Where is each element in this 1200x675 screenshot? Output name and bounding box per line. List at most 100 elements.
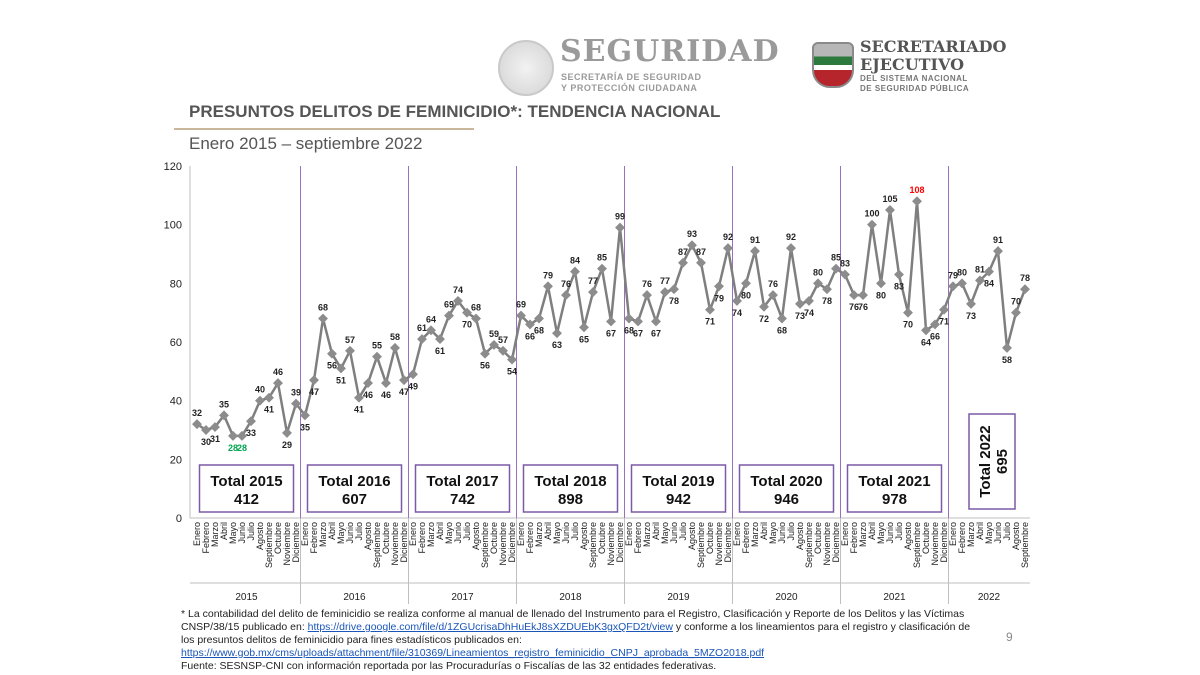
yearly-total-label: Total 2019 <box>642 473 714 490</box>
data-label: 61 <box>435 346 445 356</box>
data-point-marker <box>471 313 481 324</box>
x-tick-label-month: Septiembre <box>264 522 274 568</box>
data-label: 80 <box>876 290 886 300</box>
data-label: 92 <box>723 232 733 242</box>
data-label: 108 <box>909 185 924 195</box>
data-label: 91 <box>993 235 1003 245</box>
data-point-marker <box>570 266 580 277</box>
data-point-marker <box>489 339 499 350</box>
yearly-total-value: 978 <box>882 491 907 508</box>
x-tick-label-month: Marzo <box>858 522 868 547</box>
data-point-marker <box>435 334 445 345</box>
data-label: 83 <box>840 259 850 269</box>
data-label: 79 <box>543 270 553 280</box>
x-tick-label-month: Febrero <box>849 522 859 554</box>
data-point-marker <box>678 257 688 268</box>
yearly-total-box <box>198 464 295 513</box>
data-label: 64 <box>921 337 931 347</box>
data-point-marker <box>372 351 382 362</box>
x-tick-label-month: Mayo <box>552 522 562 544</box>
x-tick-label-month: Noviembre <box>606 522 616 566</box>
data-label: 46 <box>381 390 391 400</box>
yearly-total-box <box>738 464 835 513</box>
data-label: 32 <box>192 408 202 418</box>
data-point-marker <box>642 290 652 301</box>
footnote-text-1: * La contabilidad del delito de feminici… <box>181 608 965 633</box>
data-point-marker <box>606 316 616 327</box>
x-tick-label-month: Febrero <box>201 522 211 554</box>
data-label: 67 <box>633 328 643 338</box>
x-tick-label-month: Marzo <box>318 522 328 547</box>
data-label: 28 <box>237 443 247 453</box>
data-point-marker <box>975 275 985 286</box>
x-tick-label-month: Mayo <box>984 522 994 544</box>
x-tick-label-month: Octubre <box>381 522 391 554</box>
yearly-total-box <box>414 464 511 513</box>
x-tick-label-month: Noviembre <box>390 522 400 566</box>
y-tick-label: 80 <box>170 278 182 290</box>
x-tick-label-month: Junio <box>777 522 787 544</box>
x-tick-label-month: Septiembre <box>1020 522 1030 568</box>
data-point-marker <box>453 295 463 306</box>
yearly-total-label: Total 2020 <box>750 473 822 490</box>
data-label: 47 <box>309 387 319 397</box>
data-label: 80 <box>957 267 967 277</box>
footnote-link-gob[interactable]: https://www.gob.mx/cms/uploads/attachmen… <box>181 647 765 659</box>
data-point-marker <box>192 419 202 430</box>
data-label: 83 <box>894 282 904 292</box>
x-tick-label-month: Abril <box>759 522 769 540</box>
data-label: 79 <box>948 270 958 280</box>
data-point-marker <box>579 322 589 333</box>
data-point-marker <box>633 316 643 327</box>
data-point-marker <box>858 290 868 301</box>
x-tick-label-month: Noviembre <box>498 522 508 566</box>
x-tick-label-year: 2017 <box>451 592 474 603</box>
data-label: 70 <box>462 320 472 330</box>
x-tick-label-month: Octubre <box>813 522 823 554</box>
footnote-link-drive[interactable]: https://drive.google.com/file/d/1ZGUcris… <box>307 621 673 633</box>
yearly-total-label: Total 2015 <box>210 473 282 490</box>
footnote: * La contabilidad del delito de feminici… <box>181 608 971 673</box>
x-tick-label-month: Febrero <box>741 522 751 554</box>
data-label: 46 <box>363 390 373 400</box>
x-tick-label-month: Enero <box>948 522 958 546</box>
x-tick-label-month: Enero <box>624 522 634 546</box>
footnote-source: Fuente: SESNSP-CNI con información repor… <box>181 660 717 672</box>
data-point-marker <box>930 319 940 330</box>
data-label: 57 <box>345 335 355 345</box>
data-point-marker <box>903 307 913 318</box>
seguridad-logo-title: SEGURIDAD <box>560 34 780 69</box>
data-point-marker <box>669 284 679 295</box>
data-point-marker <box>750 246 760 257</box>
x-tick-label-month: Diciembre <box>291 522 301 563</box>
secretariado-sub-line-2: DE SEGURIDAD PÚBLICA <box>860 84 970 93</box>
x-tick-label-month: Febrero <box>417 522 427 554</box>
data-label: 87 <box>696 247 706 257</box>
x-tick-label-month: Febrero <box>309 522 319 554</box>
data-label: 40 <box>255 385 265 395</box>
x-tick-label-month: Marzo <box>966 522 976 547</box>
data-label: 73 <box>795 311 805 321</box>
data-label: 54 <box>507 367 517 377</box>
data-label: 35 <box>300 422 310 432</box>
data-label: 78 <box>669 296 679 306</box>
x-tick-label-month: Octubre <box>597 522 607 554</box>
data-label: 76 <box>642 279 652 289</box>
data-label: 41 <box>354 405 364 415</box>
data-point-marker <box>993 246 1003 257</box>
data-label: 68 <box>777 326 787 336</box>
data-label: 69 <box>444 300 454 310</box>
x-tick-label-month: Diciembre <box>507 522 517 563</box>
x-tick-label-month: Mayo <box>444 522 454 544</box>
data-label: 81 <box>975 264 985 274</box>
yearly-total-box <box>522 464 619 513</box>
data-point-marker <box>525 319 535 330</box>
secretariado-sub-line-1: DEL SISTEMA NACIONAL <box>860 74 968 83</box>
mexico-coat-of-arms-logo <box>498 40 554 96</box>
data-label: 28 <box>228 443 238 453</box>
yearly-total-box <box>630 464 727 513</box>
data-point-marker <box>714 281 724 292</box>
seguridad-sub-line-1: SECRETARÍA DE SEGURIDAD <box>561 72 702 82</box>
data-label: 76 <box>768 279 778 289</box>
x-tick-label-month: Enero <box>300 522 310 546</box>
